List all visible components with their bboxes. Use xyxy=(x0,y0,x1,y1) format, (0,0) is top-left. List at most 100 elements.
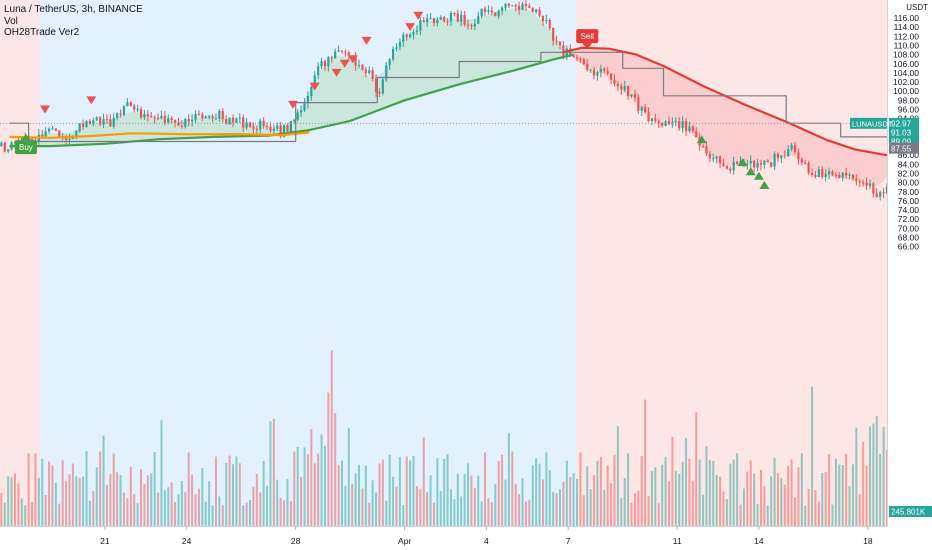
candle-body xyxy=(494,12,497,17)
sell-signal-triangle xyxy=(413,11,424,20)
candle-body xyxy=(204,116,207,119)
custom-indicator-label[interactable]: OH28Trade Ver2 xyxy=(4,27,80,38)
candle-body xyxy=(637,97,640,111)
candle-body xyxy=(306,96,310,104)
volume-bar xyxy=(681,461,684,526)
sell-signal-triangle xyxy=(405,23,416,32)
volume-bar xyxy=(456,473,459,526)
volume-bar xyxy=(34,453,37,526)
candle-body xyxy=(381,79,384,94)
volume-bar xyxy=(702,494,705,526)
candle-body xyxy=(674,121,677,123)
candle-body xyxy=(810,172,814,175)
volume-bar xyxy=(633,493,636,526)
candle-body xyxy=(691,126,694,132)
candle-body xyxy=(405,34,408,38)
sell-signal-triangle xyxy=(86,96,97,105)
candle-body xyxy=(54,128,57,131)
candle-body xyxy=(872,183,875,194)
volume-bar xyxy=(868,426,871,526)
candle-body xyxy=(82,123,85,127)
time-tick-label: 4 xyxy=(484,536,489,546)
candle-body xyxy=(41,134,44,137)
volume-bar xyxy=(197,488,200,526)
volume-bar xyxy=(719,476,722,526)
volume-bar xyxy=(327,392,330,526)
volume-bar xyxy=(661,464,664,526)
volume-bar xyxy=(715,474,718,526)
symbol-title[interactable]: Luna / TetherUS, 3h, BINANCE xyxy=(4,4,143,15)
volume-bar xyxy=(426,492,429,526)
volume-bar xyxy=(756,504,759,526)
candle-body xyxy=(783,155,786,157)
candle-body xyxy=(787,149,790,157)
volume-bar xyxy=(44,495,47,526)
price-axis-background xyxy=(887,0,932,550)
candle-body xyxy=(3,142,6,152)
candle-body xyxy=(790,145,793,150)
volume-indicator-label[interactable]: Vol xyxy=(4,15,18,27)
candle-body xyxy=(269,126,272,131)
candle-body xyxy=(797,152,800,160)
candle-body xyxy=(432,17,436,24)
candle-body xyxy=(300,110,303,113)
time-axis[interactable]: 21 24 28 Apr 4 7 11 14 18 xyxy=(0,526,932,550)
candle-body xyxy=(30,138,34,140)
sell-label-box[interactable] xyxy=(576,29,599,44)
volume-bar xyxy=(879,454,882,526)
candle-body xyxy=(667,121,671,125)
candle-body xyxy=(354,57,357,66)
volume-bar xyxy=(800,453,803,526)
candle-body xyxy=(633,94,637,98)
candle-body xyxy=(627,86,630,97)
volume-bar xyxy=(334,413,337,526)
buy-label-box[interactable] xyxy=(14,140,37,155)
candle-body xyxy=(718,156,722,164)
candle-body xyxy=(252,126,255,129)
candle-body xyxy=(221,110,224,120)
candle-body xyxy=(218,110,221,119)
candle-body xyxy=(286,125,289,132)
candle-body xyxy=(848,174,851,176)
candle-body xyxy=(729,168,732,171)
candle-body xyxy=(497,10,500,17)
price-tick-label: 84.00 xyxy=(898,159,920,169)
time-tick-label: 21 xyxy=(100,536,110,546)
volume-bar xyxy=(572,473,575,526)
volume-bar xyxy=(691,480,694,526)
volume-bar xyxy=(794,497,797,526)
volume-bar xyxy=(845,453,848,526)
price-axis[interactable]: USDT66.0068.0070.0072.0074.0076.0078.008… xyxy=(887,0,932,550)
candle-body xyxy=(334,51,337,59)
candle-body xyxy=(409,34,412,38)
candle-body xyxy=(75,130,78,136)
volume-bar xyxy=(705,446,708,526)
candle-body xyxy=(838,175,841,178)
candle-body xyxy=(160,115,163,119)
volume-bar xyxy=(773,457,776,526)
volume-bar xyxy=(170,482,173,526)
volume-bar xyxy=(586,466,589,526)
candle-body xyxy=(429,17,432,19)
candle-body xyxy=(483,8,487,12)
price-badge-text: 87.55 xyxy=(891,144,912,153)
volume-bar xyxy=(736,453,739,526)
candle-body xyxy=(303,103,306,111)
price-badge-text: 91.03 xyxy=(891,128,912,137)
bullish-fill xyxy=(12,7,571,147)
volume-bar xyxy=(541,479,544,526)
volume-bar xyxy=(238,463,241,526)
candle-body xyxy=(177,122,180,126)
candle-body xyxy=(541,15,545,22)
volume-bar xyxy=(865,465,868,526)
candle-body xyxy=(20,136,23,142)
candle-body xyxy=(460,14,463,22)
currency-label: USDT xyxy=(906,3,928,12)
candle-body xyxy=(759,162,763,165)
candle-body xyxy=(167,117,170,123)
candle-body xyxy=(129,102,132,106)
volume-bar xyxy=(61,460,64,526)
candle-body xyxy=(470,25,473,27)
volume-bar xyxy=(766,505,769,526)
